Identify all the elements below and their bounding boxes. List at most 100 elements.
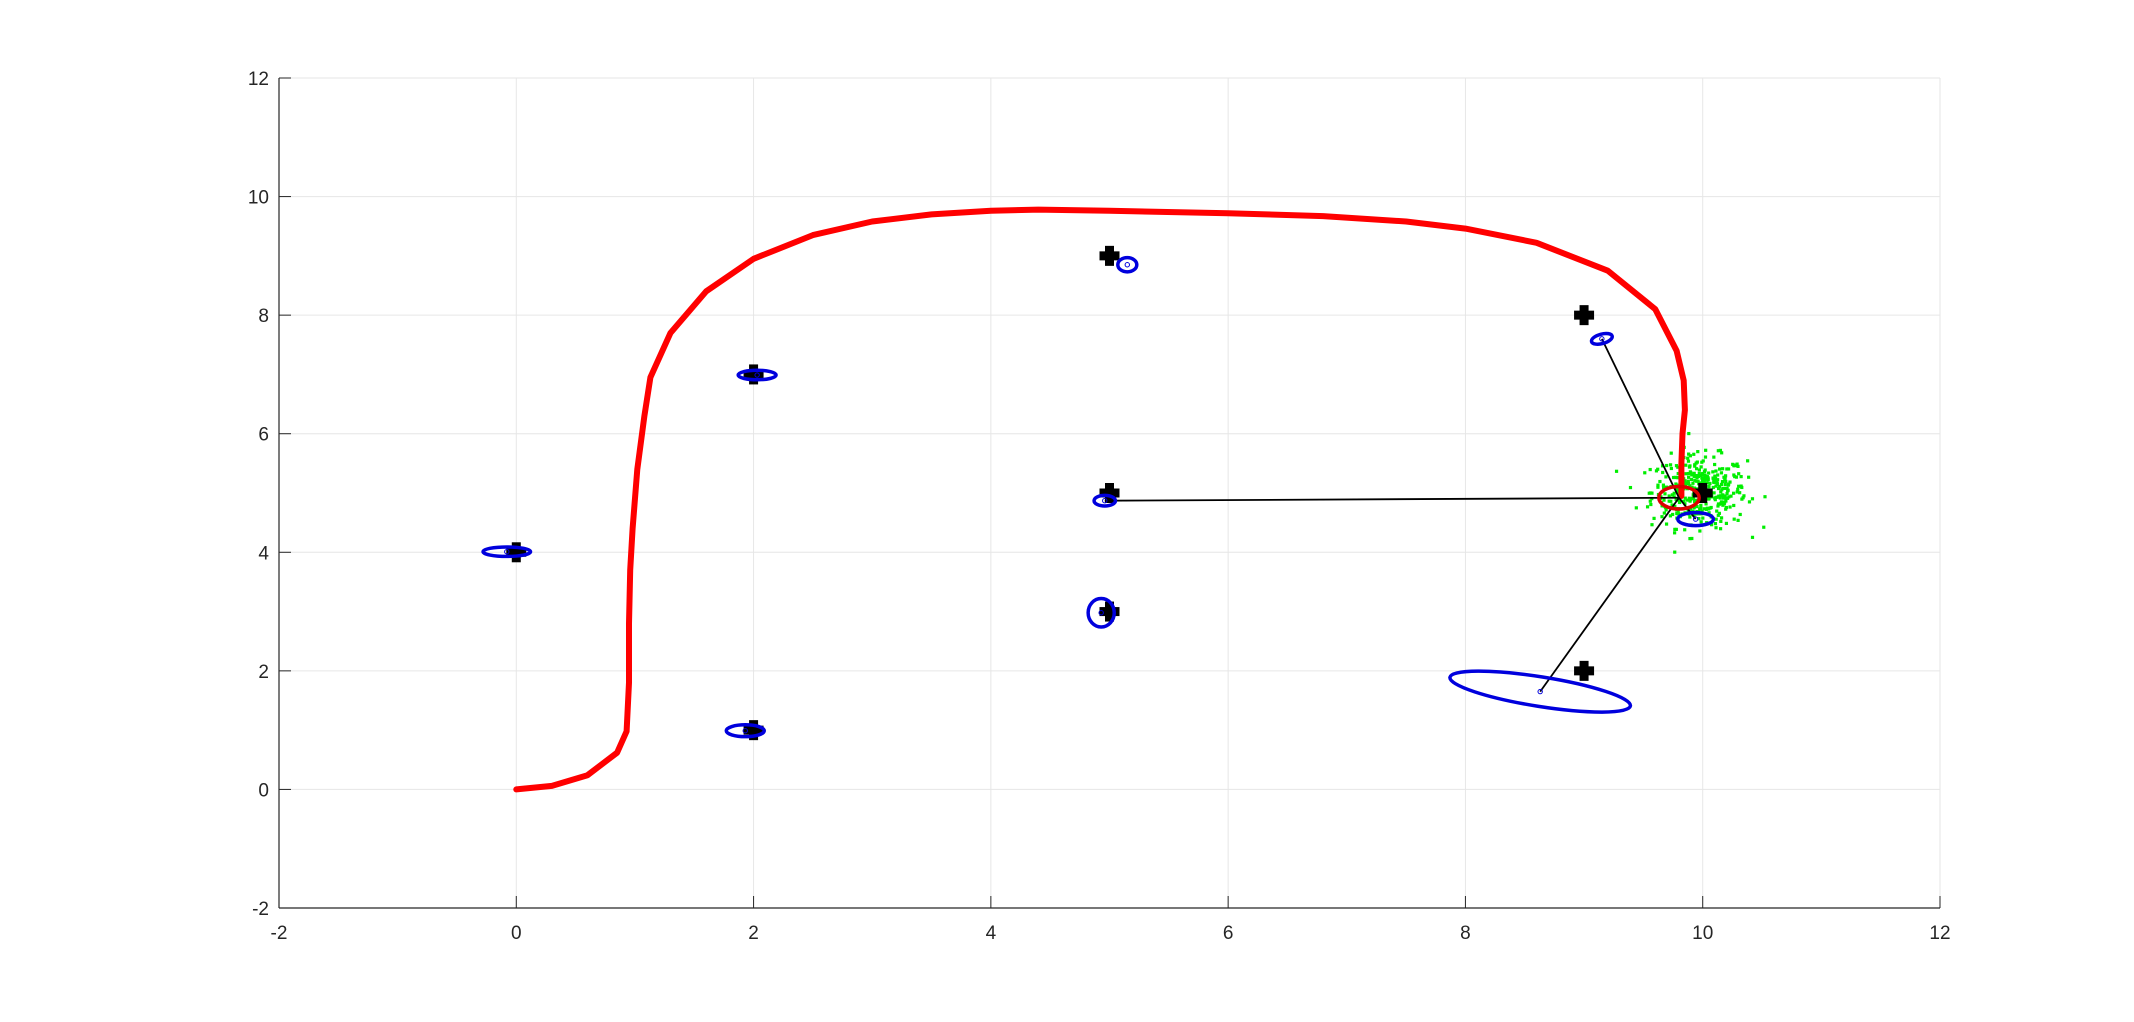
landmark-marker-v (1698, 483, 1708, 503)
particle-point (1722, 475, 1726, 479)
particle-point (1684, 463, 1688, 467)
landmark-marker-v (511, 542, 521, 563)
particle-point (1664, 522, 1669, 526)
landmark-estimate-ellipse (1092, 493, 1118, 508)
particle-point (1724, 499, 1728, 503)
x-tick-label: -2 (271, 923, 288, 944)
particle-point (1673, 504, 1677, 508)
particle-point (1661, 470, 1665, 475)
landmark-marker-v (749, 364, 759, 385)
particle-point (1711, 485, 1715, 490)
particle-point (1726, 467, 1731, 471)
particle-point (1712, 480, 1716, 484)
particle-point (1735, 490, 1739, 494)
particle-point (1725, 491, 1729, 496)
particle-point (1718, 484, 1722, 489)
particle-point (1742, 494, 1746, 498)
particle-point (1700, 476, 1704, 480)
particle-point (1714, 517, 1718, 521)
particle-point (1648, 499, 1652, 503)
y-tick-label: -2 (252, 899, 269, 920)
particle-point (1709, 523, 1714, 527)
particle-point (1716, 502, 1721, 506)
particle-point (1723, 477, 1727, 482)
particle-point (1713, 522, 1718, 526)
particle-point (1683, 502, 1687, 506)
particle-point (1686, 479, 1690, 483)
particle-point (1674, 464, 1679, 468)
particle-point (1675, 475, 1679, 480)
particle-point (1656, 485, 1660, 489)
particle-point (1686, 481, 1690, 485)
particle-point (1737, 484, 1741, 488)
particle-point (1697, 517, 1701, 521)
particle-point (1676, 491, 1680, 496)
particle-point (1682, 499, 1686, 503)
y-tick-label: 0 (258, 780, 269, 801)
particle-point (1698, 507, 1702, 511)
particle-point (1716, 449, 1720, 453)
particle-point (1669, 451, 1673, 455)
particle-point (1714, 469, 1718, 473)
particle-point (1691, 496, 1695, 500)
particle-point (1698, 529, 1702, 533)
particle-point (1712, 455, 1716, 459)
particle-point (1696, 479, 1700, 483)
particle-point (1718, 527, 1723, 531)
landmark-marker-v (749, 720, 759, 741)
particle-point (1687, 475, 1691, 479)
particle-point (1688, 464, 1692, 468)
particle-point (1676, 471, 1680, 476)
particle-point (1736, 464, 1740, 468)
particle-point (1665, 463, 1669, 468)
particle-point (1728, 505, 1732, 509)
particle-point (1683, 481, 1687, 485)
particle-point (1694, 461, 1698, 465)
landmark-estimate-point (1098, 610, 1104, 616)
particle-point (1669, 499, 1673, 503)
particle-point (1647, 491, 1651, 495)
particle-point (1654, 469, 1659, 473)
particle-point (1708, 481, 1712, 486)
particle-point (1678, 500, 1682, 504)
landmark-estimate-point (504, 548, 510, 555)
landmark-marker-v (1105, 245, 1114, 266)
particle-point (1694, 467, 1699, 471)
particle-point (1711, 470, 1715, 474)
particle-point (1721, 493, 1725, 497)
particle-point (1717, 467, 1722, 471)
landmark-estimate-point (1102, 498, 1108, 504)
particle-point (1691, 473, 1695, 477)
y-tick-label: 2 (258, 662, 269, 683)
particle-point (1668, 514, 1673, 518)
particle-point (1702, 477, 1706, 482)
robot-pose (1657, 484, 1701, 511)
landmark-estimate-point (742, 728, 748, 734)
particle-point (1659, 495, 1663, 499)
particle-point (1736, 487, 1740, 491)
particle-point (1719, 516, 1724, 520)
landmark-estimate-point (1692, 516, 1699, 522)
particle-point (1668, 463, 1673, 467)
x-tick-label: 0 (511, 923, 522, 944)
landmark-estimate-ellipse (1086, 596, 1116, 629)
particle-point (1692, 513, 1696, 517)
particle-point (1712, 491, 1716, 495)
particle-point (1716, 513, 1720, 517)
particle-point (1661, 483, 1666, 487)
particle-point (1685, 498, 1689, 502)
particle-point (1707, 485, 1711, 489)
particle-point (1732, 503, 1736, 508)
particle-point (1728, 480, 1732, 484)
landmark-marker (1099, 483, 1120, 503)
particle-point (1739, 475, 1743, 479)
particle-point (1703, 455, 1708, 459)
particle-point (1715, 483, 1719, 487)
particle-point (1705, 475, 1709, 479)
particle-point (1667, 499, 1671, 503)
particle-point (1693, 478, 1697, 482)
particle-point (1719, 490, 1723, 494)
landmark-estimate-ellipse (1589, 331, 1615, 346)
particle-point (1741, 496, 1745, 500)
particle-point (1720, 480, 1725, 484)
